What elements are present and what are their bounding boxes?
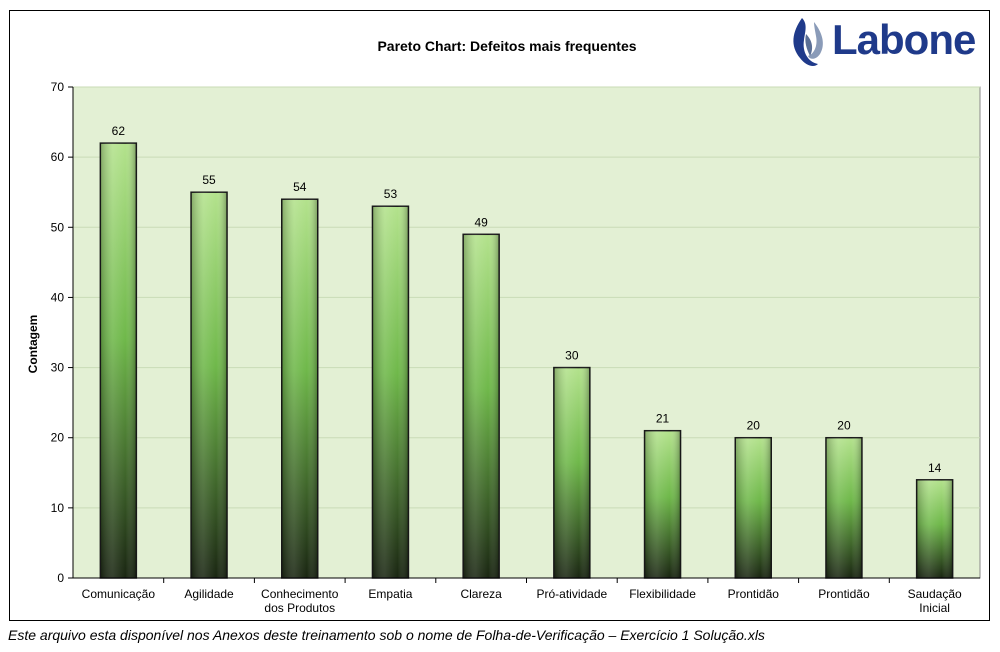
x-tick-label: Saudação Inicial [908,587,962,615]
bar-shading [825,437,862,578]
y-tick-label: 70 [51,80,65,94]
x-tick-label-line: Comunicação [82,587,156,601]
logo-mark-icon [793,18,823,66]
footer-note: Este arquivo esta disponível nos Anexos … [8,627,765,643]
x-axis: Comunicação Agilidade Conhecimento dos Prod… [73,577,980,615]
data-label: 14 [928,461,942,475]
x-tick-label-line: Clareza [460,587,502,601]
y-tick-label: 40 [51,290,65,304]
data-label: 21 [656,412,670,426]
data-label: 49 [474,215,488,229]
x-tick-label: Empatia [368,587,412,601]
bar-shading [372,206,409,578]
x-tick-label: Pró-atividade [536,587,607,601]
x-tick-label: Clareza [460,587,502,601]
bar-shading [100,143,137,578]
brand-name: Labone [832,16,976,63]
x-tick-label-line: Conhecimento [261,587,339,601]
data-label: 54 [293,180,307,194]
y-tick-label: 0 [57,571,64,585]
data-label: 53 [384,187,398,201]
bar-shading [735,437,772,578]
x-tick-label-line: Pró-atividade [536,587,607,601]
bar-shading [553,367,590,578]
x-tick-label: Comunicação [82,587,156,601]
x-tick-label-line: Prontidão [728,587,780,601]
y-axis-label: Contagem [26,315,40,374]
x-tick-label: Prontidão [818,587,870,601]
x-tick-label-line: dos Produtos [264,601,335,615]
pareto-chart: 0 10 20 30 40 50 60 70 62 55 54 53 49 30 21 20 20 14 Com… [26,80,981,615]
x-tick-label: Agilidade [184,587,234,601]
bar-shading [463,234,500,579]
y-tick-label: 30 [51,361,65,375]
x-tick-label: Flexibilidade [629,587,696,601]
bar-shading [191,192,228,578]
data-label: 30 [565,349,579,363]
data-label: 20 [747,419,761,433]
bars: 62 55 54 53 49 30 21 20 20 14 [99,124,954,579]
data-label: 62 [112,124,126,138]
y-axis: 0 10 20 30 40 50 60 70 [51,80,74,585]
x-tick-label-line: Flexibilidade [629,587,696,601]
x-tick-label-line: Prontidão [818,587,870,601]
bar-shading [916,479,953,578]
y-tick-label: 10 [51,501,65,515]
bar-shading [644,430,681,578]
x-tick-label-line: Saudação [908,587,962,601]
y-tick-label: 50 [51,220,65,234]
chart-title: Pareto Chart: Defeitos mais frequentes [377,38,637,54]
x-tick-label: Conhecimento dos Produtos [261,587,339,615]
x-tick-label: Prontidão [728,587,780,601]
brand-logo: Labone [788,14,983,72]
bar-shading [281,199,318,578]
x-tick-label-line: Empatia [368,587,412,601]
data-label: 20 [837,419,851,433]
x-tick-label-line: Agilidade [184,587,234,601]
y-tick-label: 60 [51,150,65,164]
data-label: 55 [202,173,216,187]
y-tick-label: 20 [51,431,65,445]
x-tick-label-line: Inicial [919,601,950,615]
